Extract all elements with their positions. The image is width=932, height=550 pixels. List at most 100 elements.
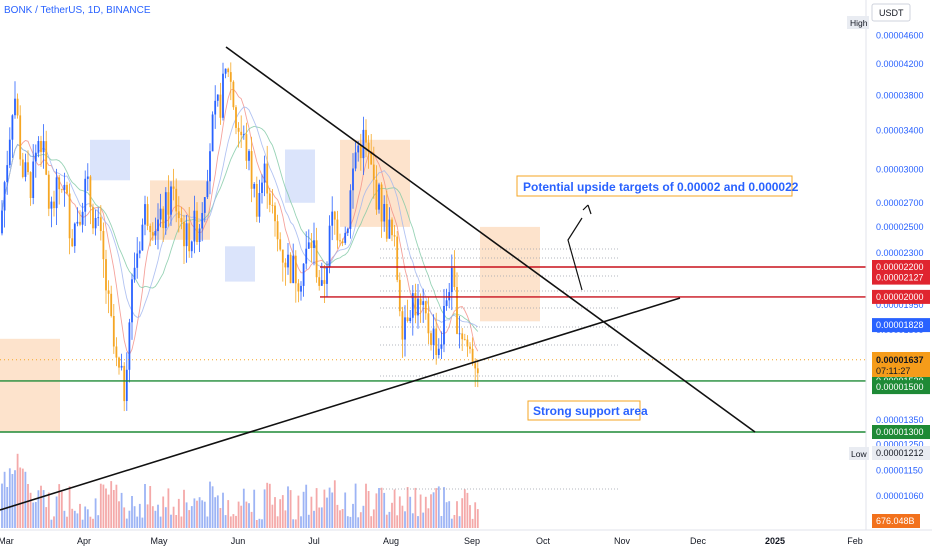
candle-body bbox=[378, 184, 380, 210]
volume-bar bbox=[115, 484, 118, 528]
price-tick-label: 0.00001950 bbox=[876, 300, 924, 310]
candle-body bbox=[435, 328, 438, 355]
targets-annotation[interactable]: Potential upside targets of 0.00002 and … bbox=[516, 175, 799, 197]
candle-body bbox=[8, 139, 11, 166]
volume-bar bbox=[209, 481, 211, 528]
price-badge-label: 0.00001300 bbox=[876, 427, 924, 437]
volume-bar bbox=[136, 516, 139, 528]
candle-body bbox=[385, 204, 388, 239]
candle-body bbox=[170, 186, 172, 215]
candle-body bbox=[359, 145, 362, 159]
volume-bar bbox=[157, 504, 159, 528]
candle-body bbox=[164, 192, 167, 229]
candle-body bbox=[123, 365, 126, 402]
candle-body bbox=[66, 184, 68, 194]
candle-body bbox=[149, 225, 152, 233]
close-price-badge: 0.00001637 07:11:27 bbox=[872, 352, 930, 377]
symbol-title: BONK / TetherUS, 1D, BINANCE bbox=[4, 5, 151, 16]
moving-averages bbox=[1, 88, 479, 356]
candle-body bbox=[60, 189, 63, 190]
volume-bar bbox=[112, 490, 115, 528]
candle-body bbox=[456, 287, 458, 334]
price-badge bbox=[872, 270, 930, 285]
volume-bar bbox=[378, 488, 380, 528]
time-axis[interactable] bbox=[0, 529, 932, 550]
candle-body bbox=[27, 162, 29, 173]
volume-bar bbox=[71, 508, 74, 528]
price-badge-label: 0.00002127 bbox=[876, 273, 924, 283]
price-badge bbox=[872, 289, 930, 304]
candle-body bbox=[406, 317, 409, 321]
time-tick-label: Oct bbox=[536, 536, 551, 546]
volume-bar bbox=[133, 506, 136, 528]
volume-bar bbox=[398, 496, 401, 528]
volume-bar bbox=[435, 488, 438, 528]
candle-body bbox=[440, 344, 443, 349]
volume-bar bbox=[287, 486, 289, 528]
volume-bar bbox=[170, 514, 172, 528]
candle-body bbox=[222, 73, 224, 118]
descending-trendline[interactable] bbox=[225, 46, 756, 433]
volume-bar bbox=[445, 502, 448, 528]
candle-body bbox=[424, 301, 427, 314]
candle-body bbox=[344, 232, 347, 243]
candle-body bbox=[461, 333, 464, 340]
volume-bar bbox=[107, 494, 110, 528]
volume-bar bbox=[89, 516, 92, 528]
candle-body bbox=[255, 184, 258, 217]
volume-bar bbox=[53, 516, 55, 528]
candle-body bbox=[388, 219, 391, 239]
candle-body bbox=[417, 298, 419, 316]
candle-body bbox=[6, 165, 9, 183]
candle-body bbox=[349, 190, 352, 229]
volume-bar bbox=[417, 516, 419, 528]
time-tick-label: Feb bbox=[847, 536, 863, 546]
volume-bar bbox=[219, 508, 222, 528]
volume-bar bbox=[146, 504, 149, 528]
volume-bar bbox=[450, 518, 453, 528]
candle-body bbox=[466, 339, 469, 347]
currency-button[interactable] bbox=[871, 3, 911, 22]
candle-body bbox=[453, 268, 456, 287]
candle-body bbox=[24, 162, 27, 177]
high-label: High bbox=[850, 18, 868, 28]
volume-bar bbox=[211, 486, 214, 528]
candle-body bbox=[242, 134, 245, 136]
candle-body bbox=[463, 339, 466, 340]
volume-bar bbox=[193, 498, 196, 528]
volume-bar bbox=[188, 510, 191, 528]
candle-body bbox=[92, 207, 94, 229]
volume-bar bbox=[284, 510, 287, 528]
volume-bar bbox=[34, 502, 37, 528]
volume-bar bbox=[302, 491, 305, 528]
candle-body bbox=[357, 145, 360, 153]
candle-body bbox=[76, 221, 79, 224]
volume-bar bbox=[183, 489, 185, 528]
low-value-badge bbox=[872, 446, 930, 460]
moving-average-line bbox=[1, 125, 479, 332]
support-annotation[interactable]: Strong support area bbox=[527, 400, 648, 421]
candle-body bbox=[404, 317, 406, 340]
candle-body bbox=[430, 333, 432, 345]
candle-body bbox=[190, 241, 193, 252]
candle-body bbox=[240, 131, 243, 136]
volume-bar bbox=[409, 496, 412, 528]
volume-bar bbox=[307, 514, 310, 528]
candle-body bbox=[175, 188, 178, 212]
ascending-trendline[interactable] bbox=[0, 297, 681, 511]
time-tick-label: Jul bbox=[308, 536, 320, 546]
volume-bar bbox=[385, 514, 388, 528]
volume-bar bbox=[37, 490, 40, 528]
volume-bar bbox=[76, 513, 79, 528]
candle-body bbox=[219, 94, 222, 118]
volume-bar bbox=[242, 488, 245, 528]
candle-body bbox=[315, 240, 318, 278]
volume-bar bbox=[268, 483, 271, 528]
moving-average-line bbox=[1, 88, 479, 356]
candle-body bbox=[112, 316, 115, 347]
volume-bar bbox=[79, 503, 81, 528]
candle-body bbox=[237, 127, 240, 132]
volume-bar bbox=[151, 506, 154, 528]
candle-body bbox=[268, 193, 271, 205]
